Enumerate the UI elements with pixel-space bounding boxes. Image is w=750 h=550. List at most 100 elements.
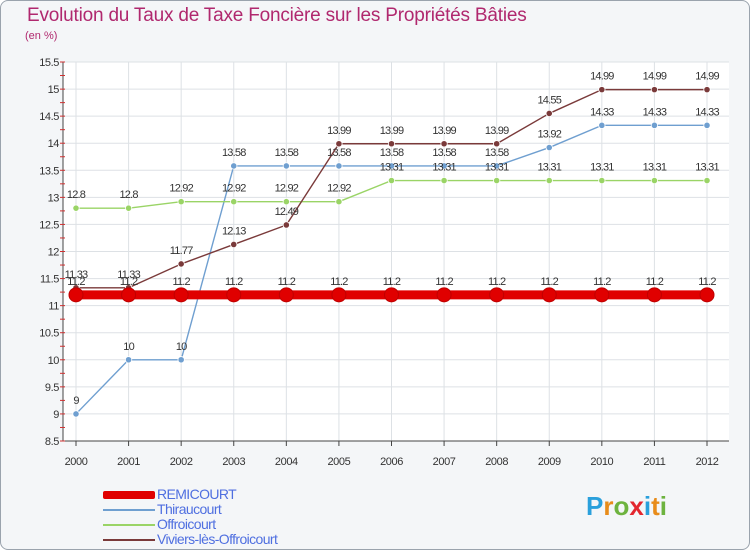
data-label: 13.58 [432, 147, 456, 159]
data-point [440, 176, 448, 185]
data-label: 14.99 [590, 71, 614, 83]
x-tick-label: 2002 [170, 456, 193, 468]
data-label: 13.99 [380, 125, 404, 137]
data-point [703, 121, 711, 129]
legend-swatch [103, 491, 155, 499]
data-label: 14.33 [590, 106, 614, 118]
data-label: 11.2 [593, 276, 611, 288]
data-point [545, 176, 553, 185]
x-tick-label: 2008 [485, 456, 508, 468]
data-point [650, 121, 659, 129]
x-tick-label: 2004 [275, 456, 298, 468]
data-point [331, 287, 347, 303]
data-label: 11.2 [225, 276, 243, 288]
data-point [282, 162, 290, 170]
data-label: 12.92 [222, 183, 246, 195]
data-label: 11.2 [278, 276, 296, 288]
data-label: 12.49 [275, 206, 299, 218]
data-label: 13.99 [485, 125, 509, 137]
data-point [121, 287, 137, 303]
data-label: 11.77 [170, 245, 193, 257]
data-point [699, 287, 715, 303]
data-point [598, 121, 606, 129]
data-point [440, 140, 448, 148]
data-point [124, 356, 133, 364]
data-label: 11.2 [383, 276, 401, 288]
data-label: 10 [123, 341, 134, 353]
logo-letter: P [586, 491, 604, 521]
logo-letter: i [643, 491, 652, 521]
data-label: 11.2 [67, 276, 85, 288]
data-label: 11.2 [488, 276, 506, 288]
data-label: 12.92 [327, 183, 351, 195]
data-label: 14.99 [643, 71, 667, 83]
x-tick-label: 2007 [433, 456, 456, 468]
data-point [545, 109, 553, 118]
data-label: 12.92 [275, 183, 299, 195]
data-label: 9 [73, 395, 79, 407]
data-point [440, 162, 448, 170]
x-tick-label: 2005 [327, 456, 350, 468]
data-point [541, 287, 557, 303]
x-tick-label: 2009 [538, 456, 561, 468]
data-point [230, 240, 238, 249]
data-point [387, 140, 396, 148]
proxiti-logo: Proxiti [586, 491, 667, 522]
data-label: 13.31 [432, 162, 456, 174]
y-tick-label: 11.5 [40, 274, 59, 286]
legend-swatch [103, 509, 155, 511]
data-point [282, 198, 290, 206]
data-point [387, 176, 396, 185]
chart-title: Evolution du Taux de Taxe Foncière sur l… [27, 5, 527, 26]
data-label: 12.8 [119, 189, 138, 201]
x-tick-label: 2010 [590, 456, 613, 468]
data-label: 13.31 [380, 162, 404, 174]
data-label: 11.33 [117, 269, 140, 281]
y-tick-label: 14.5 [39, 111, 59, 123]
data-point [387, 162, 396, 170]
data-label: 11.2 [541, 276, 559, 288]
data-point [173, 287, 189, 303]
data-label: 14.99 [695, 71, 719, 83]
y-tick-label: 15.5 [39, 57, 59, 69]
data-point [230, 198, 238, 206]
data-point [493, 162, 501, 170]
data-label: 13.31 [590, 162, 614, 174]
data-label: 14.33 [695, 106, 719, 118]
unit-label: (en %) [25, 30, 58, 42]
data-label: 11.2 [120, 276, 138, 288]
y-tick-label: 15 [48, 84, 60, 96]
legend-swatch [103, 539, 155, 541]
data-point [650, 86, 659, 94]
data-point [282, 221, 290, 229]
data-label: 14.33 [643, 106, 667, 118]
y-tick-label: 8.5 [45, 436, 59, 448]
data-point [68, 287, 84, 303]
x-tick-label: 2006 [380, 456, 403, 468]
data-label: 12.92 [169, 183, 193, 195]
logo-letter: x [629, 491, 644, 521]
data-point [335, 140, 343, 148]
legend-label: Offroicourt [157, 516, 216, 532]
y-tick-label: 12 [48, 247, 60, 259]
data-point [545, 143, 553, 152]
data-label: 11.2 [698, 276, 716, 288]
data-label: 13.31 [485, 162, 509, 174]
x-tick-label: 2011 [643, 456, 665, 468]
data-point [177, 260, 185, 268]
y-tick-label: 11 [48, 301, 59, 313]
logo-letter: o [613, 491, 630, 521]
data-point [335, 198, 343, 206]
data-label: 10 [176, 341, 187, 353]
data-point [598, 176, 606, 185]
data-point [278, 287, 294, 303]
x-tick-label: 2000 [65, 456, 88, 468]
data-point [335, 162, 343, 170]
data-label: 11.2 [172, 276, 190, 288]
data-label: 13.31 [695, 162, 719, 174]
data-point [650, 176, 659, 185]
data-label: 13.58 [275, 147, 299, 159]
data-label: 12.8 [67, 189, 86, 201]
